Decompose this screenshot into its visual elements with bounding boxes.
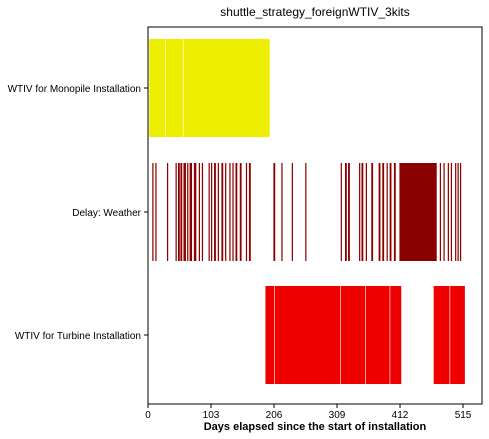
bar-segment-1-8	[189, 163, 193, 261]
bar-segment-1-39	[393, 163, 396, 261]
bar-segment-1-33	[365, 163, 367, 261]
bar-segment-1-7	[187, 163, 189, 261]
bar-segment-2-0	[265, 286, 275, 384]
bar-segment-1-19	[232, 163, 234, 261]
bar-segment-0-0	[149, 39, 166, 137]
bar-segment-0-2	[183, 39, 270, 137]
bar-segment-1-38	[389, 163, 392, 261]
bar-segment-1-46	[457, 163, 459, 261]
bar-segment-1-0	[152, 163, 154, 261]
y-tick-label: WTIV for Monopile Installation	[8, 84, 141, 95]
bar-segment-1-32	[361, 163, 364, 261]
chart-title: shuttle_strategy_foreignWTIV_3kits	[220, 5, 409, 19]
bar-segment-1-25	[281, 163, 283, 261]
y-tick-label: WTIV for Turbine Installation	[15, 331, 141, 342]
bar-segment-1-12	[208, 163, 210, 261]
bar-segment-1-37	[386, 163, 388, 261]
bar-segment-1-15	[217, 163, 219, 261]
bar-segment-1-17	[225, 163, 227, 261]
bar-segment-1-34	[371, 163, 374, 261]
bar-segment-1-5	[180, 163, 183, 261]
bar-segment-1-40	[399, 163, 437, 261]
bar-segment-1-14	[214, 163, 216, 261]
bar-segment-1-28	[340, 163, 342, 261]
x-tick-label: 515	[455, 410, 472, 421]
x-tick-label: 0	[145, 410, 151, 421]
bar-segment-1-27	[305, 163, 307, 261]
bar-segment-2-4	[390, 286, 402, 384]
bar-segment-2-3	[365, 286, 390, 384]
bar-segment-2-5	[433, 286, 450, 384]
bar-segment-1-47	[459, 163, 462, 261]
bar-segment-1-20	[235, 163, 238, 261]
bar-segment-1-4	[177, 163, 180, 261]
bar-segment-1-3	[175, 163, 177, 261]
bar-segment-2-6	[450, 286, 465, 384]
bar-segment-1-35	[378, 163, 381, 261]
bar-segments	[149, 39, 465, 384]
bar-segment-1-31	[359, 163, 361, 261]
x-tick-label: 412	[392, 410, 409, 421]
bar-segment-1-24	[273, 163, 276, 261]
bar-segment-1-9	[193, 163, 197, 261]
bar-segment-1-21	[239, 163, 242, 261]
bar-segment-1-36	[382, 163, 385, 261]
x-tick-label: 206	[266, 410, 283, 421]
x-tick-label: 103	[203, 410, 220, 421]
bar-segment-1-23	[248, 163, 251, 261]
bar-segment-2-1	[274, 286, 341, 384]
bar-segment-1-11	[201, 163, 204, 261]
bar-segment-1-30	[348, 163, 350, 261]
bar-segment-1-13	[211, 163, 213, 261]
bar-segment-1-41	[439, 163, 442, 261]
y-tick-label: Delay: Weather	[72, 208, 141, 219]
bar-segment-1-29	[344, 163, 347, 261]
bar-segment-2-2	[340, 286, 366, 384]
bar-segment-1-42	[443, 163, 445, 261]
bar-segment-0-1	[165, 39, 183, 137]
bar-segment-1-10	[198, 163, 200, 261]
bar-segment-1-26	[291, 163, 293, 261]
x-axis-ticks: 0 103 206 309 412 515	[145, 404, 472, 421]
x-axis-label: Days elapsed since the start of installa…	[204, 421, 427, 433]
y-axis-ticks: WTIV for Monopile Installation Delay: Wea…	[8, 84, 148, 342]
bar-segment-1-2	[166, 163, 169, 261]
plot-frame	[147, 26, 483, 405]
bar-segment-1-16	[221, 163, 224, 261]
bar-segment-1-18	[229, 163, 231, 261]
bar-segment-1-22	[245, 163, 248, 261]
bar-segment-1-45	[455, 163, 457, 261]
bar-segment-1-6	[183, 163, 186, 261]
bar-segment-1-43	[447, 163, 449, 261]
bar-segment-1-44	[450, 163, 453, 261]
x-tick-label: 309	[329, 410, 346, 421]
bar-segment-1-1	[155, 163, 157, 261]
